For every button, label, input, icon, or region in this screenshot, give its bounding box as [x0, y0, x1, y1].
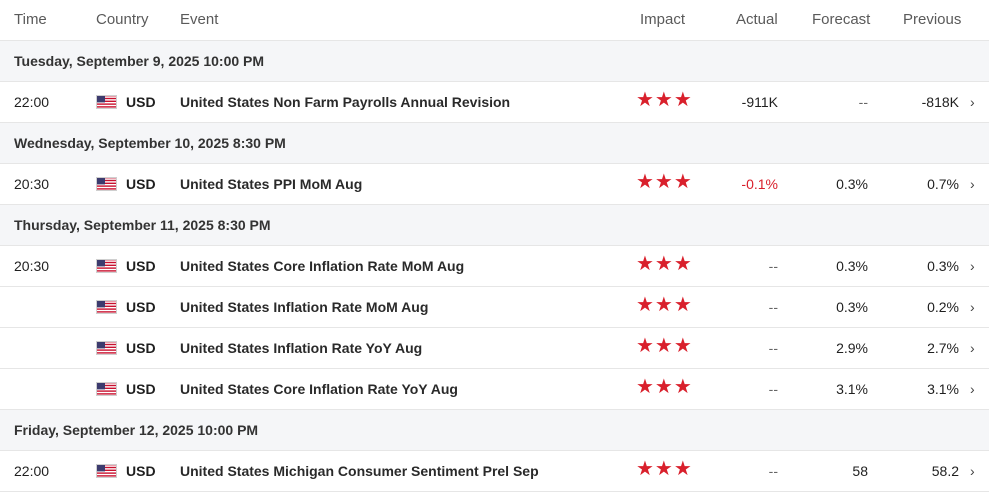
impact-stars-icon: ★★★ [636, 253, 693, 275]
chevron-right-icon[interactable]: › [970, 94, 975, 110]
event-time: 22:00 [14, 94, 50, 110]
previous-value: 0.2% [927, 299, 959, 315]
us-flag-icon [96, 341, 117, 355]
header-country: Country [96, 11, 149, 28]
us-flag-icon [96, 382, 117, 396]
previous-value: -818K [921, 94, 959, 110]
actual-value: -911K [741, 94, 778, 110]
previous-value: 58.2 [931, 463, 959, 479]
previous-value: 0.3% [927, 258, 959, 274]
chevron-right-icon[interactable]: › [970, 381, 975, 397]
currency-code: USD [126, 381, 156, 397]
impact-stars-icon: ★★★ [636, 89, 693, 111]
date-group-header: Friday, September 12, 2025 10:00 PM [0, 410, 989, 451]
previous-value: 2.7% [927, 340, 959, 356]
chevron-right-icon[interactable]: › [970, 340, 975, 356]
event-time: 22:00 [14, 463, 50, 479]
us-flag-icon [96, 259, 117, 273]
us-flag-icon [96, 300, 117, 314]
event-row[interactable]: USD United States Core Inflation Rate Yo… [0, 369, 989, 410]
chevron-right-icon[interactable]: › [970, 176, 975, 192]
date-group-header: Tuesday, September 9, 2025 10:00 PM [0, 41, 989, 82]
actual-value: -- [768, 299, 778, 315]
actual-value: -- [768, 340, 778, 356]
forecast-value: 0.3% [836, 299, 868, 315]
us-flag-icon [96, 464, 117, 478]
actual-value: -- [768, 381, 778, 397]
impact-stars-icon: ★★★ [636, 294, 693, 316]
event-name: United States Non Farm Payrolls Annual R… [180, 94, 511, 110]
event-row[interactable]: 22:00 USD United States Non Farm Payroll… [0, 82, 989, 123]
currency-code: USD [126, 299, 156, 315]
header-impact: Impact [640, 11, 686, 28]
chevron-right-icon[interactable]: › [970, 258, 975, 274]
chevron-right-icon[interactable]: › [970, 299, 975, 315]
event-time: 20:30 [14, 176, 50, 192]
event-row[interactable]: USD United States Inflation Rate MoM Aug… [0, 287, 989, 328]
event-name: United States Inflation Rate YoY Aug [180, 340, 423, 356]
currency-code: USD [126, 340, 156, 356]
forecast-value: 3.1% [836, 381, 868, 397]
event-row[interactable]: 22:00 USD United States Michigan Consume… [0, 451, 989, 492]
forecast-value: 2.9% [836, 340, 868, 356]
header-event: Event [180, 11, 219, 28]
header-time: Time [14, 11, 47, 28]
currency-code: USD [126, 94, 156, 110]
impact-stars-icon: ★★★ [636, 171, 693, 193]
previous-value: 3.1% [927, 381, 959, 397]
impact-stars-icon: ★★★ [636, 376, 693, 398]
forecast-value: 58 [852, 463, 868, 479]
forecast-value: -- [858, 94, 868, 110]
event-name: United States Core Inflation Rate MoM Au… [180, 258, 465, 274]
impact-stars-icon: ★★★ [636, 335, 693, 357]
forecast-value: 0.3% [836, 258, 868, 274]
us-flag-icon [96, 95, 117, 109]
event-time: 20:30 [14, 258, 50, 274]
date-group-header: Thursday, September 11, 2025 8:30 PM [0, 205, 989, 246]
event-name: United States PPI MoM Aug [180, 176, 363, 192]
currency-code: USD [126, 176, 156, 192]
event-row[interactable]: 20:30 USD United States PPI MoM Aug ★★★ … [0, 164, 989, 205]
previous-value: 0.7% [927, 176, 959, 192]
actual-value: -- [768, 463, 778, 479]
currency-code: USD [126, 463, 156, 479]
event-row[interactable]: USD United States Inflation Rate YoY Aug… [0, 328, 989, 369]
impact-stars-icon: ★★★ [636, 458, 693, 480]
event-row[interactable]: 20:30 USD United States Core Inflation R… [0, 246, 989, 287]
header-previous: Previous [903, 11, 962, 28]
date-group-header: Wednesday, September 10, 2025 8:30 PM [0, 123, 989, 164]
table-header: Time Country Event Impact Actual Forecas… [0, 0, 989, 41]
event-name: United States Inflation Rate MoM Aug [180, 299, 429, 315]
actual-value: -0.1% [741, 176, 778, 192]
event-name: United States Michigan Consumer Sentimen… [180, 463, 539, 479]
us-flag-icon [96, 177, 117, 191]
header-forecast: Forecast [812, 11, 871, 28]
actual-value: -- [768, 258, 778, 274]
chevron-right-icon[interactable]: › [970, 463, 975, 479]
event-name: United States Core Inflation Rate YoY Au… [180, 381, 458, 397]
header-actual: Actual [736, 11, 778, 28]
forecast-value: 0.3% [836, 176, 868, 192]
currency-code: USD [126, 258, 156, 274]
